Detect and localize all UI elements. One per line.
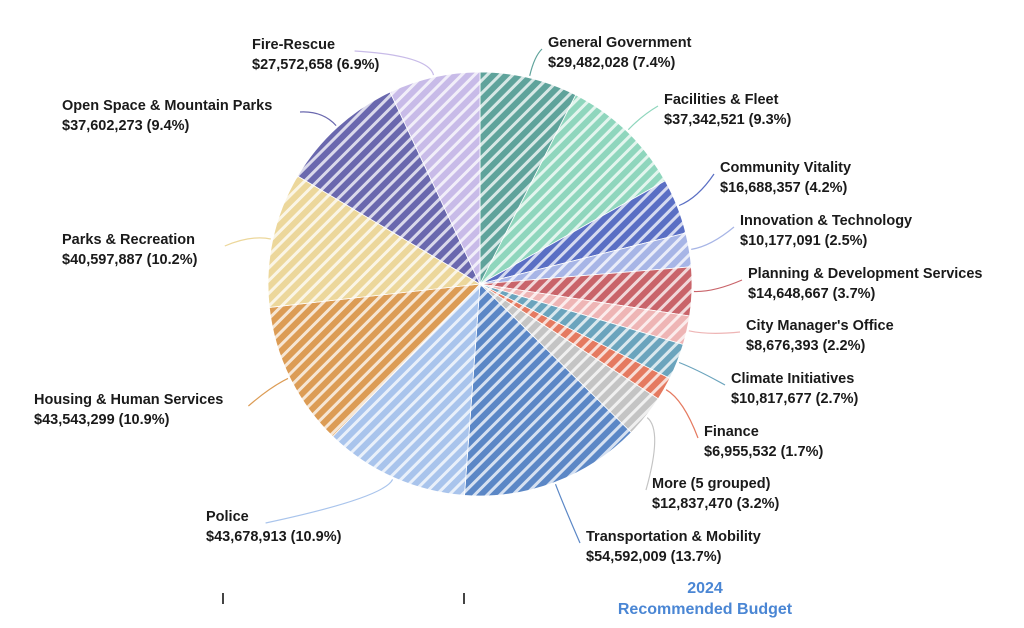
slice-value-label: $29,482,028 (7.4%) [548, 55, 676, 71]
slice-name-label: Finance [704, 424, 759, 440]
slice-name-label: Community Vitality [720, 160, 851, 176]
slice-value-label: $16,688,357 (4.2%) [720, 180, 848, 196]
leader-line [248, 377, 289, 407]
slice-labels: General Government $29,482,028 (7.4%) Faci… [34, 35, 983, 565]
pie-slices [267, 71, 693, 497]
slice-name-label: Parks & Recreation [62, 232, 195, 248]
pie-slice [479, 71, 577, 285]
leader-line [665, 389, 699, 439]
slice-value-label: $37,342,521 (9.3%) [664, 112, 792, 128]
slice-value-label: $27,572,658 (6.9%) [252, 57, 380, 73]
pie-slice [297, 91, 481, 286]
slice-name-label: More (5 grouped) [652, 476, 771, 492]
leader-line [354, 50, 435, 76]
pie-slice [267, 175, 482, 308]
slice-name-label: Facilities & Fleet [664, 92, 779, 108]
leader-line [299, 111, 337, 127]
axis-tick-right [463, 593, 465, 604]
leader-line [627, 105, 659, 131]
leader-line [691, 226, 735, 250]
leader-line [529, 48, 543, 76]
slice-name-label: Planning & Development Services [748, 266, 983, 282]
leader-line [678, 361, 726, 386]
slice-value-label: $8,676,393 (2.2%) [746, 338, 865, 354]
caption-year: 2024 [687, 580, 723, 597]
leader-line [554, 483, 581, 544]
slice-value-label: $10,817,677 (2.7%) [731, 391, 859, 407]
axis-tick-left [222, 593, 224, 604]
leader-line [224, 237, 271, 247]
caption-subtitle: Recommended Budget [617, 601, 793, 618]
leader-line [693, 279, 743, 293]
pie-slice [479, 94, 666, 285]
leader-line [265, 479, 394, 524]
leader-lines [224, 48, 743, 544]
slice-value-label: $10,177,091 (2.5%) [740, 233, 868, 249]
slice-value-label: $43,543,299 (10.9%) [34, 412, 170, 428]
slice-name-label: Climate Initiatives [731, 371, 854, 387]
leader-line [688, 330, 741, 334]
chart-caption: 2024 Recommended Budget [575, 578, 835, 620]
slice-value-label: $37,602,273 (9.4%) [62, 118, 190, 134]
slice-name-label: Transportation & Mobility [586, 529, 761, 545]
pie-slice [332, 282, 481, 496]
slice-value-label: $12,837,470 (3.2%) [652, 496, 780, 512]
slice-name-label: City Manager's Office [746, 318, 894, 334]
slice-value-label: $40,597,887 (10.2%) [62, 252, 198, 268]
slice-name-label: Housing & Human Services [34, 392, 223, 408]
slice-value-label: $54,592,009 (13.7%) [586, 549, 722, 565]
leader-line [678, 173, 715, 207]
slice-name-label: Open Space & Mountain Parks [62, 98, 272, 114]
slice-name-label: Police [206, 509, 249, 525]
slice-name-label: Fire-Rescue [252, 37, 335, 53]
slice-value-label: $14,648,667 (3.7%) [748, 286, 876, 302]
leader-line [645, 417, 656, 491]
slice-name-label: General Government [548, 35, 692, 51]
pie-slice [464, 283, 632, 497]
slice-value-label: $43,678,913 (10.9%) [206, 529, 342, 545]
pie-slice [268, 283, 482, 438]
slice-value-label: $6,955,532 (1.7%) [704, 444, 823, 460]
pie-slice [389, 71, 481, 285]
slice-name-label: Innovation & Technology [740, 213, 912, 229]
